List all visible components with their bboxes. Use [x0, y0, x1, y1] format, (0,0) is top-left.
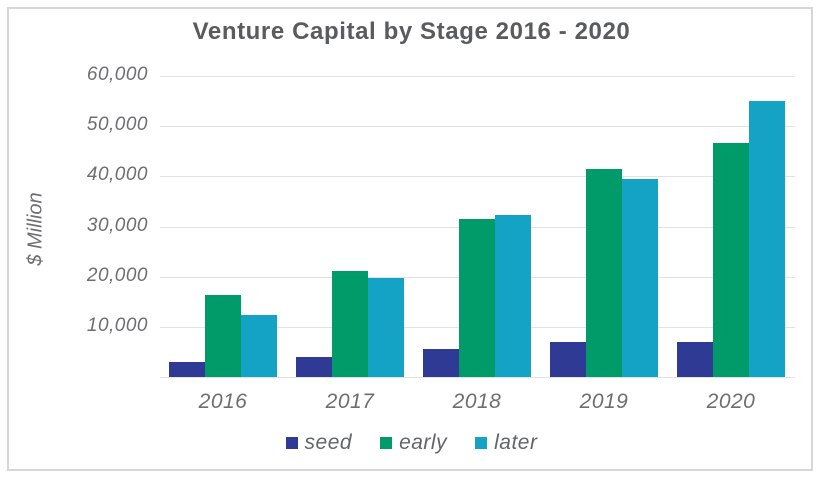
bar-seed-2018: [423, 348, 459, 377]
bar-early-2018: [459, 219, 495, 377]
bar-group-2016: [169, 76, 277, 377]
x-tick-label: 2020: [706, 390, 756, 413]
y-tick-label: 50,000: [86, 114, 148, 136]
bar-group-2017: [296, 76, 404, 377]
legend-item-seed: seed: [285, 431, 353, 455]
legend-swatch-early: [380, 437, 393, 449]
gridline: [160, 76, 795, 77]
chart-frame: [7, 7, 813, 471]
y-tick-label: 30,000: [86, 214, 148, 236]
legend-label: seed: [304, 431, 353, 454]
plot-area: [160, 76, 795, 378]
bar-early-2016: [205, 295, 241, 377]
legend-label: later: [494, 431, 538, 454]
legend-item-later: later: [475, 431, 537, 455]
bar-early-2019: [586, 169, 622, 377]
x-tick-label: 2016: [198, 390, 248, 413]
bar-early-2017: [332, 270, 368, 377]
legend-item-early: early: [380, 431, 447, 455]
x-tick-label: 2019: [579, 390, 629, 413]
bar-seed-2017: [296, 356, 332, 377]
y-tick-label: 40,000: [86, 164, 148, 186]
bar-group-2018: [423, 76, 531, 377]
gridline: [160, 176, 795, 178]
bar-seed-2020: [677, 341, 713, 377]
bar-group-2020: [677, 76, 785, 377]
bar-later-2020: [749, 101, 785, 377]
bar-seed-2019: [550, 342, 586, 377]
legend-swatch-seed: [285, 437, 298, 449]
gridline: [160, 126, 795, 128]
x-tick-label: 2017: [325, 390, 375, 413]
bar-later-2016: [241, 315, 277, 377]
x-tick-label: 2018: [452, 390, 502, 413]
legend-label: early: [399, 431, 448, 454]
y-tick-label: 20,000: [86, 264, 148, 286]
gridline: [160, 377, 795, 378]
bar-later-2018: [495, 215, 531, 377]
bar-later-2019: [622, 179, 658, 377]
y-tick-label: 10,000: [86, 314, 148, 336]
chart-title: Venture Capital by Stage 2016 - 2020: [192, 18, 631, 45]
bar-early-2020: [713, 142, 749, 377]
legend: seed early later: [0, 431, 823, 455]
y-tick-label: 60,000: [86, 64, 148, 85]
bar-group-2019: [550, 76, 658, 377]
legend-swatch-later: [475, 437, 488, 449]
bar-later-2017: [368, 278, 404, 377]
bar-seed-2016: [169, 361, 205, 377]
